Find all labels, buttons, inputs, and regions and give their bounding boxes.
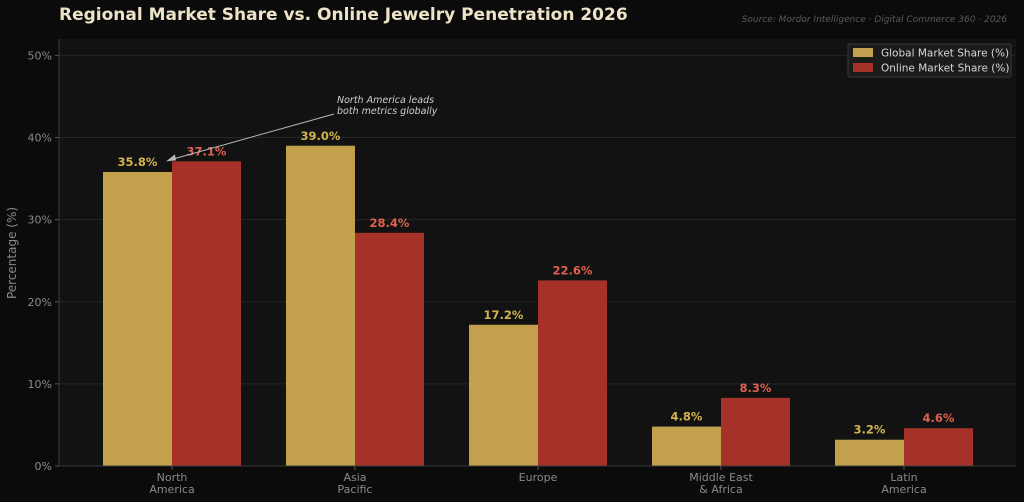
bar-value-label: 4.8% (671, 410, 703, 424)
y-tick-label: 50% (28, 49, 52, 62)
x-tick-label: & Africa (699, 483, 742, 496)
bar (721, 397, 790, 466)
bar-value-label: 3.2% (854, 423, 886, 437)
y-axis: 0% 10% 20% 30% 40% 50% (28, 39, 60, 473)
bar (652, 426, 721, 466)
legend-label: Global Market Share (%) (881, 48, 1009, 60)
bar-value-label: 28.4% (370, 216, 410, 230)
bar-value-label: 22.6% (553, 263, 593, 277)
bar-value-label: 37.1% (187, 144, 227, 158)
annotation-arrowhead (166, 154, 176, 162)
legend: Global Market Share (%) Online Market Sha… (847, 43, 1012, 78)
bar (286, 145, 355, 466)
x-tick-label: Asia (343, 471, 366, 484)
bar (469, 324, 538, 466)
x-tick-label: Middle East (689, 471, 753, 484)
x-tick-label: North (157, 471, 188, 484)
x-tick-label: America (881, 483, 926, 496)
annotation-text: both metrics globally (337, 106, 438, 117)
annotation-arrow (171, 113, 335, 160)
y-tick-label: 30% (28, 214, 52, 227)
bar-value-label: 35.8% (118, 155, 158, 169)
bar (103, 172, 172, 466)
legend-box (847, 43, 1012, 78)
y-tick-label: 10% (28, 378, 52, 391)
chart-source: Source: Mordor Intelligence · Digital Co… (742, 15, 1008, 25)
bar (355, 232, 424, 466)
bar (904, 428, 973, 466)
bar-value-label: 8.3% (740, 381, 772, 395)
x-tick-label: America (149, 483, 194, 496)
y-tick-label: 40% (28, 132, 52, 145)
legend-swatch (853, 48, 873, 57)
annotation-text: North America leads (337, 95, 434, 106)
bar (538, 280, 607, 466)
y-axis-label: Percentage (%) (5, 207, 19, 299)
x-tick-label: Latin (890, 471, 917, 484)
bar (835, 439, 904, 466)
y-tick-label: 0% (35, 460, 52, 473)
x-tick-label: Pacific (338, 483, 373, 496)
chart-title: Regional Market Share vs. Online Jewelry… (59, 5, 628, 25)
y-tick-label: 20% (28, 296, 52, 309)
bar-value-label: 17.2% (484, 308, 524, 322)
bar-value-label: 39.0% (301, 129, 341, 143)
bar-value-label: 4.6% (923, 411, 955, 425)
x-tick-label: Europe (519, 471, 558, 484)
bars: 35.8% 37.1% 39.0% 28.4% 17.2% 22.6% 4.8% 8.3% 3.… (103, 129, 973, 466)
legend-label: Online Market Share (%) (881, 63, 1009, 75)
bar (172, 161, 241, 466)
legend-swatch (853, 63, 873, 72)
